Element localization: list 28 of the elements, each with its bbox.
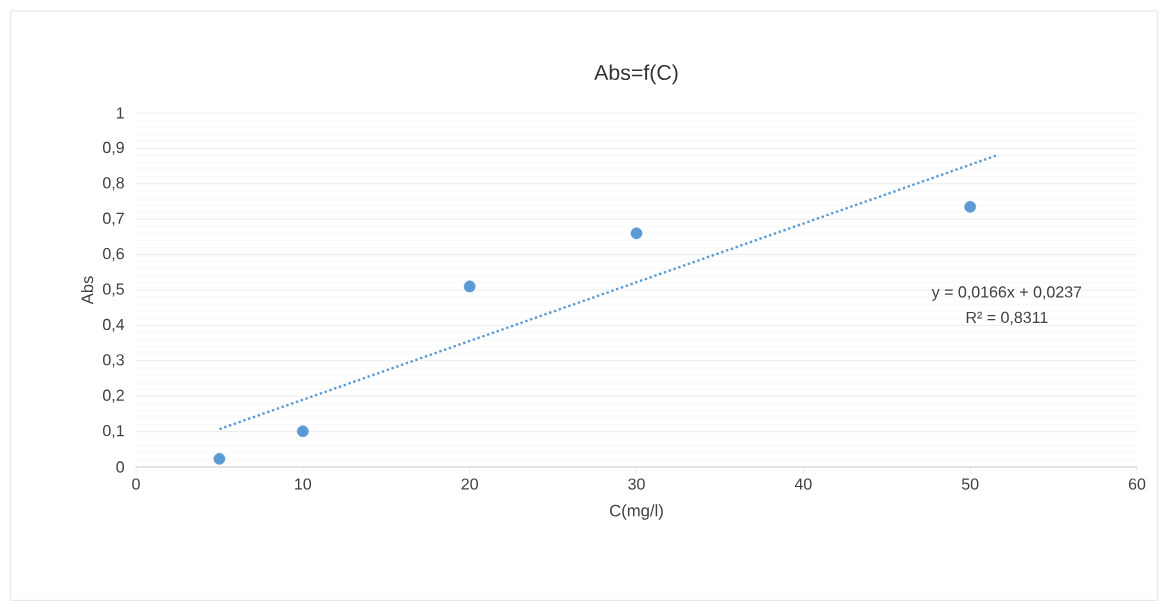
y-axis-title: Abs — [80, 276, 94, 305]
y-tick-label: 0,3 — [103, 354, 124, 368]
annotation: R² = 0,8311 — [966, 311, 1048, 325]
point — [296, 425, 309, 438]
x-axis-title: C(mg/l) — [610, 504, 663, 520]
y-tick-label: 0,8 — [103, 177, 124, 191]
y-tick-label: 0 — [116, 461, 125, 473]
x-tick-label: 10 — [295, 478, 312, 490]
y-tick-label: 0,6 — [103, 247, 124, 262]
y-tick-label: 1 — [116, 107, 124, 119]
x-tick-label: 0 — [132, 478, 140, 490]
point — [964, 200, 977, 213]
x-tick-label: 20 — [461, 478, 478, 490]
y-tick-label: 0,5 — [103, 283, 124, 297]
y-tick-label: 0,4 — [103, 318, 125, 333]
point — [630, 227, 643, 240]
y-tick-label: 0,1 — [103, 425, 124, 439]
chart-title: Abs=f(C) — [594, 64, 678, 85]
annotation: y = 0,0166x + 0,0237 — [931, 286, 1082, 301]
x-tick-label: 50 — [961, 478, 979, 490]
point — [463, 280, 476, 293]
x-tick-label: 60 — [1128, 478, 1146, 490]
x-tick-label: 40 — [794, 478, 812, 490]
y-tick-label: 0,9 — [103, 141, 124, 156]
point — [213, 452, 226, 465]
y-tick-label: 0,2 — [103, 389, 124, 403]
x-tick-label: 30 — [628, 478, 645, 490]
y-tick-label: 0,7 — [103, 212, 124, 226]
